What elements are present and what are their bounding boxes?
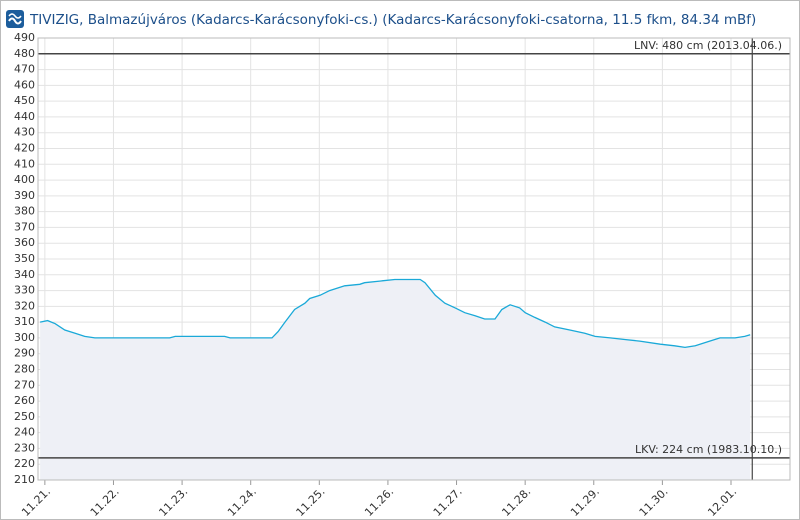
plot-border [37, 37, 791, 481]
y-tick-label: 450 [14, 94, 35, 107]
y-tick-label: 250 [14, 410, 35, 423]
area [40, 279, 751, 480]
y-tick-label: 380 [14, 205, 35, 218]
y-tick-label: 290 [14, 347, 35, 360]
y-tick-label: 280 [14, 363, 35, 376]
y-tick-label: 400 [14, 173, 35, 186]
y-tick-label: 340 [14, 268, 35, 281]
y-tick-label: 260 [14, 394, 35, 407]
reference-label: LKV: 224 cm (1983.10.10.) [635, 443, 782, 456]
chart-title: TIVIZIG, Balmazújváros (Kadarcs-Karácson… [29, 12, 756, 28]
y-tick-label: 470 [14, 63, 35, 76]
y-tick-label: 220 [14, 457, 35, 470]
y-tick-label: 430 [14, 126, 35, 139]
y-tick-label: 440 [14, 110, 35, 123]
y-tick-label: 270 [14, 378, 35, 391]
logo [6, 10, 24, 28]
reference-label: LNV: 480 cm (2013.04.06.) [634, 39, 782, 52]
line [39, 278, 751, 349]
y-tick-label: 420 [14, 142, 35, 155]
y-tick-label: 490 [14, 31, 35, 44]
y-tick-label: 480 [14, 47, 35, 60]
y-tick-label: 390 [14, 189, 35, 202]
y-tick-label: 310 [14, 315, 35, 328]
y-tick-label: 460 [14, 78, 35, 91]
y-tick-label: 240 [14, 426, 35, 439]
y-tick-label: 350 [14, 252, 35, 265]
y-tick-label: 330 [14, 284, 35, 297]
y-tick-label: 410 [14, 157, 35, 170]
y-tick-label: 300 [14, 331, 35, 344]
y-tick-label: 230 [14, 441, 35, 454]
y-tick-label: 370 [14, 220, 35, 233]
y-tick-label: 360 [14, 236, 35, 249]
y-tick-label: 210 [14, 473, 35, 486]
y-tick-label: 320 [14, 299, 35, 312]
